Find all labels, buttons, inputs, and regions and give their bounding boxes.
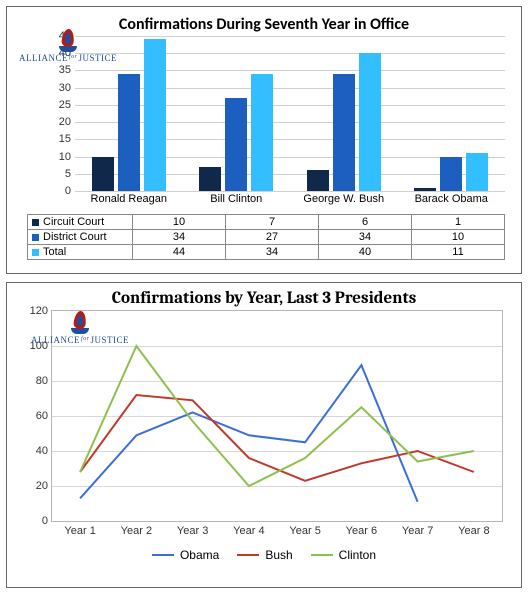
legend-label: Clinton bbox=[339, 548, 376, 562]
bar-chart-y-tick: 5 bbox=[45, 168, 71, 180]
data-cell: 34 bbox=[319, 230, 412, 245]
line-series bbox=[80, 346, 474, 486]
bar-chart-y-tick: 30 bbox=[45, 82, 71, 94]
bar bbox=[440, 157, 462, 191]
bar-chart-y-tick: 35 bbox=[45, 64, 71, 76]
legend-item: Clinton bbox=[311, 548, 376, 562]
table-row: Circuit Court10761 bbox=[28, 215, 505, 230]
logo-for: for bbox=[69, 54, 78, 60]
legend-label: Bush bbox=[265, 548, 292, 562]
alliance-logo: ALLIANCE for JUSTICE bbox=[31, 311, 129, 345]
line-chart-y-tick: 0 bbox=[22, 515, 48, 527]
legend-line bbox=[237, 554, 259, 556]
bar bbox=[333, 74, 355, 191]
bar bbox=[359, 53, 381, 191]
series-name-cell: Total bbox=[28, 245, 133, 260]
logo-word-2: JUSTICE bbox=[91, 335, 130, 345]
line-chart-title: Confirmations by Year, Last 3 Presidents bbox=[15, 289, 513, 308]
line-chart-x-tick: Year 5 bbox=[289, 521, 320, 537]
data-cell: 40 bbox=[319, 245, 412, 260]
table-row: Total44344011 bbox=[28, 245, 505, 260]
bar-chart-y-tick: 15 bbox=[45, 133, 71, 145]
legend-line bbox=[152, 554, 174, 556]
legend-line bbox=[311, 554, 333, 556]
data-cell: 10 bbox=[412, 230, 505, 245]
data-cell: 1 bbox=[412, 215, 505, 230]
data-cell: 6 bbox=[319, 215, 412, 230]
series-name-cell: Circuit Court bbox=[28, 215, 133, 230]
bar bbox=[92, 157, 114, 191]
line-chart-x-tick: Year 8 bbox=[458, 521, 489, 537]
legend-item: Bush bbox=[237, 548, 292, 562]
data-cell: 44 bbox=[133, 245, 226, 260]
line-chart-y-tick: 80 bbox=[22, 375, 48, 387]
data-cell: 7 bbox=[226, 215, 319, 230]
bar bbox=[466, 153, 488, 191]
bar bbox=[225, 98, 247, 191]
line-chart-y-tick: 60 bbox=[22, 410, 48, 422]
alliance-logo: ALLIANCE for JUSTICE bbox=[19, 29, 117, 63]
bar bbox=[118, 74, 140, 191]
bar-chart-category-label: Ronald Reagan bbox=[75, 191, 183, 205]
legend-swatch bbox=[32, 219, 39, 226]
bar bbox=[199, 167, 221, 191]
logo-for: for bbox=[81, 336, 90, 342]
data-cell: 34 bbox=[226, 245, 319, 260]
legend-swatch bbox=[32, 249, 39, 256]
bar-chart-category-label: George W. Bush bbox=[290, 191, 398, 205]
bar-chart-panel: ALLIANCE for JUSTICE Confirmations Durin… bbox=[6, 6, 522, 274]
bar-chart-data-table: Circuit Court10761District Court34273410… bbox=[27, 214, 505, 260]
line-chart-y-tick: 40 bbox=[22, 445, 48, 457]
line-chart-x-tick: Year 6 bbox=[346, 521, 377, 537]
line-chart-x-tick: Year 2 bbox=[121, 521, 152, 537]
logo-word-2: JUSTICE bbox=[79, 53, 118, 63]
bar-chart-plot: 051015202530354045Ronald ReaganBill Clin… bbox=[75, 36, 505, 192]
bar-chart-category-label: Barack Obama bbox=[398, 191, 506, 205]
data-cell: 11 bbox=[412, 245, 505, 260]
series-name-cell: District Court bbox=[28, 230, 133, 245]
logo-word-1: ALLIANCE bbox=[19, 53, 68, 63]
bar-chart-y-tick: 20 bbox=[45, 116, 71, 128]
bar bbox=[144, 39, 166, 191]
line-series bbox=[80, 365, 418, 502]
line-chart-x-tick: Year 4 bbox=[233, 521, 264, 537]
bar bbox=[251, 74, 273, 191]
line-chart-x-tick: Year 3 bbox=[177, 521, 208, 537]
bar-chart-y-tick: 25 bbox=[45, 99, 71, 111]
line-chart-legend: Obama Bush Clinton bbox=[15, 548, 513, 562]
line-chart-x-tick: Year 1 bbox=[64, 521, 95, 537]
line-chart-y-tick: 20 bbox=[22, 480, 48, 492]
data-cell: 10 bbox=[133, 215, 226, 230]
legend-swatch bbox=[32, 234, 39, 241]
data-cell: 27 bbox=[226, 230, 319, 245]
bar-chart-y-tick: 10 bbox=[45, 151, 71, 163]
data-cell: 34 bbox=[133, 230, 226, 245]
line-chart-panel: ALLIANCE for JUSTICE Confirmations by Ye… bbox=[6, 282, 522, 588]
bar bbox=[307, 170, 329, 191]
bar-chart-category-label: Bill Clinton bbox=[183, 191, 291, 205]
line-chart-x-tick: Year 7 bbox=[402, 521, 433, 537]
logo-word-1: ALLIANCE bbox=[31, 335, 80, 345]
legend-label: Obama bbox=[180, 548, 219, 562]
table-row: District Court34273410 bbox=[28, 230, 505, 245]
legend-item: Obama bbox=[152, 548, 219, 562]
bar-chart-y-tick: 0 bbox=[45, 185, 71, 197]
